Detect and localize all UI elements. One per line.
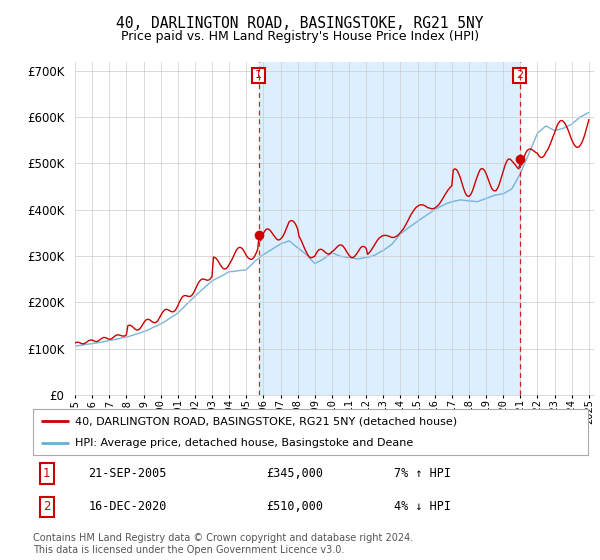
Text: 2: 2: [516, 71, 523, 81]
Text: Price paid vs. HM Land Registry's House Price Index (HPI): Price paid vs. HM Land Registry's House …: [121, 30, 479, 43]
Text: 40, DARLINGTON ROAD, BASINGSTOKE, RG21 5NY (detached house): 40, DARLINGTON ROAD, BASINGSTOKE, RG21 5…: [74, 416, 457, 426]
Text: Contains HM Land Registry data © Crown copyright and database right 2024.
This d: Contains HM Land Registry data © Crown c…: [33, 533, 413, 555]
Text: 4% ↓ HPI: 4% ↓ HPI: [394, 500, 451, 513]
Text: 21-SEP-2005: 21-SEP-2005: [89, 467, 167, 480]
Text: HPI: Average price, detached house, Basingstoke and Deane: HPI: Average price, detached house, Basi…: [74, 438, 413, 448]
Bar: [259, 62, 520, 395]
Text: 7% ↑ HPI: 7% ↑ HPI: [394, 467, 451, 480]
Text: 40, DARLINGTON ROAD, BASINGSTOKE, RG21 5NY: 40, DARLINGTON ROAD, BASINGSTOKE, RG21 5…: [116, 16, 484, 31]
Text: 1: 1: [43, 467, 50, 480]
Text: £510,000: £510,000: [266, 500, 323, 513]
Text: 16-DEC-2020: 16-DEC-2020: [89, 500, 167, 513]
Text: 1: 1: [255, 71, 262, 81]
Text: 2: 2: [43, 500, 50, 513]
Text: £345,000: £345,000: [266, 467, 323, 480]
